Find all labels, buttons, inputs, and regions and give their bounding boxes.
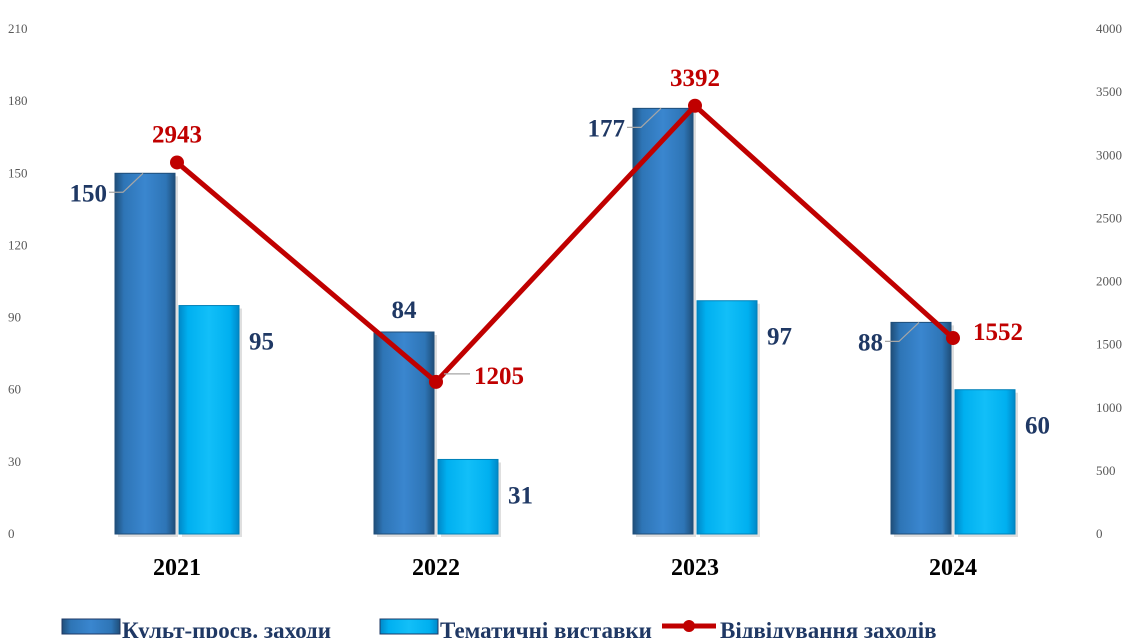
- right-tick-label: 1500: [1096, 337, 1122, 352]
- bar-thematic-exhibitions: [696, 300, 758, 535]
- legend: Культ-просв. заходи Тематичні виставки В…: [61, 618, 937, 638]
- category-labels: 2021 2022 2023 2024: [153, 555, 977, 581]
- bars: [114, 107, 1018, 538]
- attendance-series-line: [175, 103, 955, 385]
- left-tick-label: 150: [8, 165, 28, 180]
- data-label-attendance: 1552: [973, 319, 1023, 346]
- attendance-point: [429, 374, 443, 389]
- category-label: 2021: [153, 555, 201, 581]
- right-tick-label: 500: [1096, 463, 1116, 478]
- right-tick-label: 2000: [1096, 274, 1122, 289]
- legend-label-cultural-events: Культ-просв. заходи: [122, 618, 331, 638]
- label-leader-line: [627, 107, 662, 128]
- right-axis: 0 500 1000 1500 2000 2500 3000 3500 4000: [1096, 21, 1122, 541]
- left-tick-label: 210: [8, 21, 28, 36]
- right-tick-label: 1000: [1096, 400, 1122, 415]
- bar-thematic-exhibitions: [437, 458, 499, 535]
- right-tick-label: 4000: [1096, 21, 1122, 36]
- attendance-line: [170, 98, 960, 389]
- legend-label-attendance: Відвідування заходів: [720, 618, 937, 638]
- data-label-thematic-exhibitions: 31: [508, 482, 533, 509]
- left-axis: 0 30 60 90 120 150 180 210: [8, 21, 28, 541]
- right-tick-label: 2500: [1096, 210, 1122, 225]
- left-tick-label: 0: [8, 526, 15, 541]
- data-labels: 150 95 84 31 177 97 88 60 2943 1205 3392 1552: [70, 65, 1051, 510]
- right-tick-label: 0: [1096, 526, 1103, 541]
- bar-cultural-events: [114, 172, 176, 535]
- data-label-cultural-events: 84: [392, 297, 418, 324]
- left-tick-label: 90: [8, 310, 21, 325]
- legend-label-thematic-exhibitions: Тематичні виставки: [440, 618, 652, 638]
- legend-swatch-thematic-exhibitions: [379, 618, 439, 635]
- label-leader-line: [109, 172, 144, 193]
- data-label-thematic-exhibitions: 97: [767, 324, 792, 351]
- attendance-point: [946, 331, 960, 346]
- left-tick-label: 30: [8, 454, 21, 469]
- data-label-thematic-exhibitions: 95: [249, 329, 274, 356]
- data-label-cultural-events: 88: [858, 329, 883, 356]
- attendance-point: [688, 98, 702, 113]
- category-label: 2024: [929, 555, 977, 581]
- bar-thematic-exhibitions: [954, 389, 1016, 535]
- legend-swatch-cultural-events: [61, 618, 121, 635]
- data-label-thematic-exhibitions: 60: [1025, 413, 1050, 440]
- bar-cultural-events: [632, 107, 694, 535]
- data-label-attendance: 3392: [670, 65, 720, 92]
- right-tick-label: 3000: [1096, 147, 1122, 162]
- data-label-attendance: 1205: [474, 363, 524, 390]
- data-label-cultural-events: 177: [588, 115, 626, 142]
- label-leader-line: [885, 321, 920, 342]
- data-label-attendance: 2943: [152, 121, 202, 148]
- left-tick-label: 180: [8, 93, 28, 108]
- bar-thematic-exhibitions: [178, 305, 240, 535]
- category-label: 2022: [412, 555, 460, 581]
- legend-marker-attendance: [683, 620, 695, 632]
- right-tick-label: 3500: [1096, 84, 1122, 99]
- bar-cultural-events: [890, 321, 952, 535]
- left-tick-label: 120: [8, 237, 28, 252]
- bar-cultural-events: [373, 331, 435, 535]
- data-label-cultural-events: 150: [70, 180, 108, 207]
- left-tick-label: 60: [8, 382, 21, 397]
- category-label: 2023: [671, 555, 719, 581]
- attendance-point: [170, 155, 184, 170]
